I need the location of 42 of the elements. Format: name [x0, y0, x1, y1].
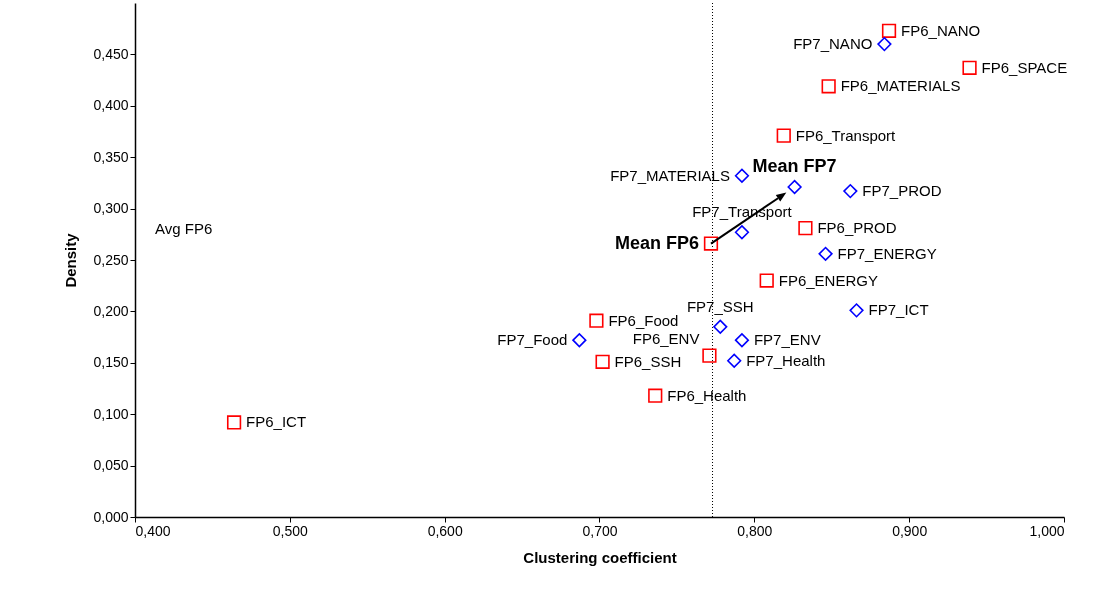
y-tick-label: 0,400 [93, 97, 129, 114]
annotation: FP7_NANO [793, 35, 873, 53]
x-tick-label: 0,800 [737, 522, 773, 539]
annotation: FP7_ICT [868, 301, 929, 319]
annotation: FP7_Food [497, 331, 568, 349]
annotation: FP6_SSH [614, 352, 682, 370]
annotation: FP6_Transport [795, 126, 897, 144]
y-tick-label: 0,150 [93, 354, 129, 371]
annotation: Mean FP6 [614, 232, 699, 253]
y-tick-label: 0,350 [93, 148, 129, 165]
annotation: FP6_ICT [246, 413, 307, 431]
x-tick-label: 0,600 [427, 522, 463, 539]
annotation: FP7_MATERIALS [610, 166, 730, 184]
annotation: FP6_Food [608, 311, 679, 329]
annotation: FP6_MATERIALS [840, 77, 961, 95]
x-tick-label: 0,500 [272, 522, 309, 539]
x-tick-label: 0,400 [135, 522, 171, 539]
y-tick-label: 0,200 [93, 302, 129, 319]
annotation: FP7_SSH [686, 297, 754, 315]
x-tick-label: 1,000 [1029, 522, 1065, 539]
x-tick-label: 0,700 [582, 522, 618, 539]
y-tick-label: 0,050 [93, 457, 129, 474]
y-axis-title: Density [62, 232, 80, 288]
x-tick-label: 0,900 [892, 522, 928, 539]
annotation: FP6_ENERGY [778, 271, 878, 289]
annotation: FP6_Health [667, 386, 747, 404]
y-tick-label: 0,450 [93, 45, 129, 62]
annotation: FP6_NANO [901, 21, 981, 39]
annotation: FP6_PROD [817, 219, 897, 237]
annotation: Mean FP7 [752, 156, 837, 177]
x-axis-title: Clustering coefficient [523, 548, 677, 566]
annotation: FP7_Health [746, 351, 826, 369]
y-tick-label: 0,250 [93, 251, 129, 268]
annotation: FP6_ENV [632, 329, 700, 347]
y-tick-label: 0,000 [93, 508, 129, 525]
annotation: FP6_SPACE [981, 58, 1068, 76]
annotation: FP7_PROD [862, 182, 942, 200]
annotation: FP7_ENV [753, 331, 821, 349]
ref-line-label: Avg FP6 [155, 220, 213, 238]
y-tick-label: 0,300 [93, 200, 129, 217]
annotation: FP7_ENERGY [837, 244, 937, 262]
y-tick-label: 0,100 [93, 405, 129, 422]
